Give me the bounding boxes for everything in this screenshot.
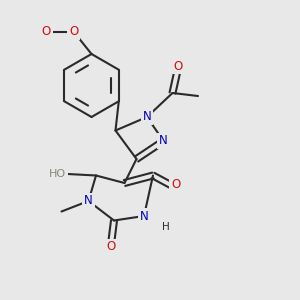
- Text: O: O: [42, 25, 51, 38]
- Text: O: O: [69, 25, 78, 38]
- Text: N: N: [84, 194, 93, 208]
- Text: N: N: [159, 134, 168, 148]
- Text: O: O: [171, 178, 180, 191]
- Text: N: N: [142, 110, 152, 124]
- Text: O: O: [106, 240, 116, 254]
- Text: H: H: [162, 221, 170, 232]
- Text: N: N: [140, 209, 148, 223]
- Text: HO: HO: [49, 169, 66, 179]
- Text: O: O: [174, 59, 183, 73]
